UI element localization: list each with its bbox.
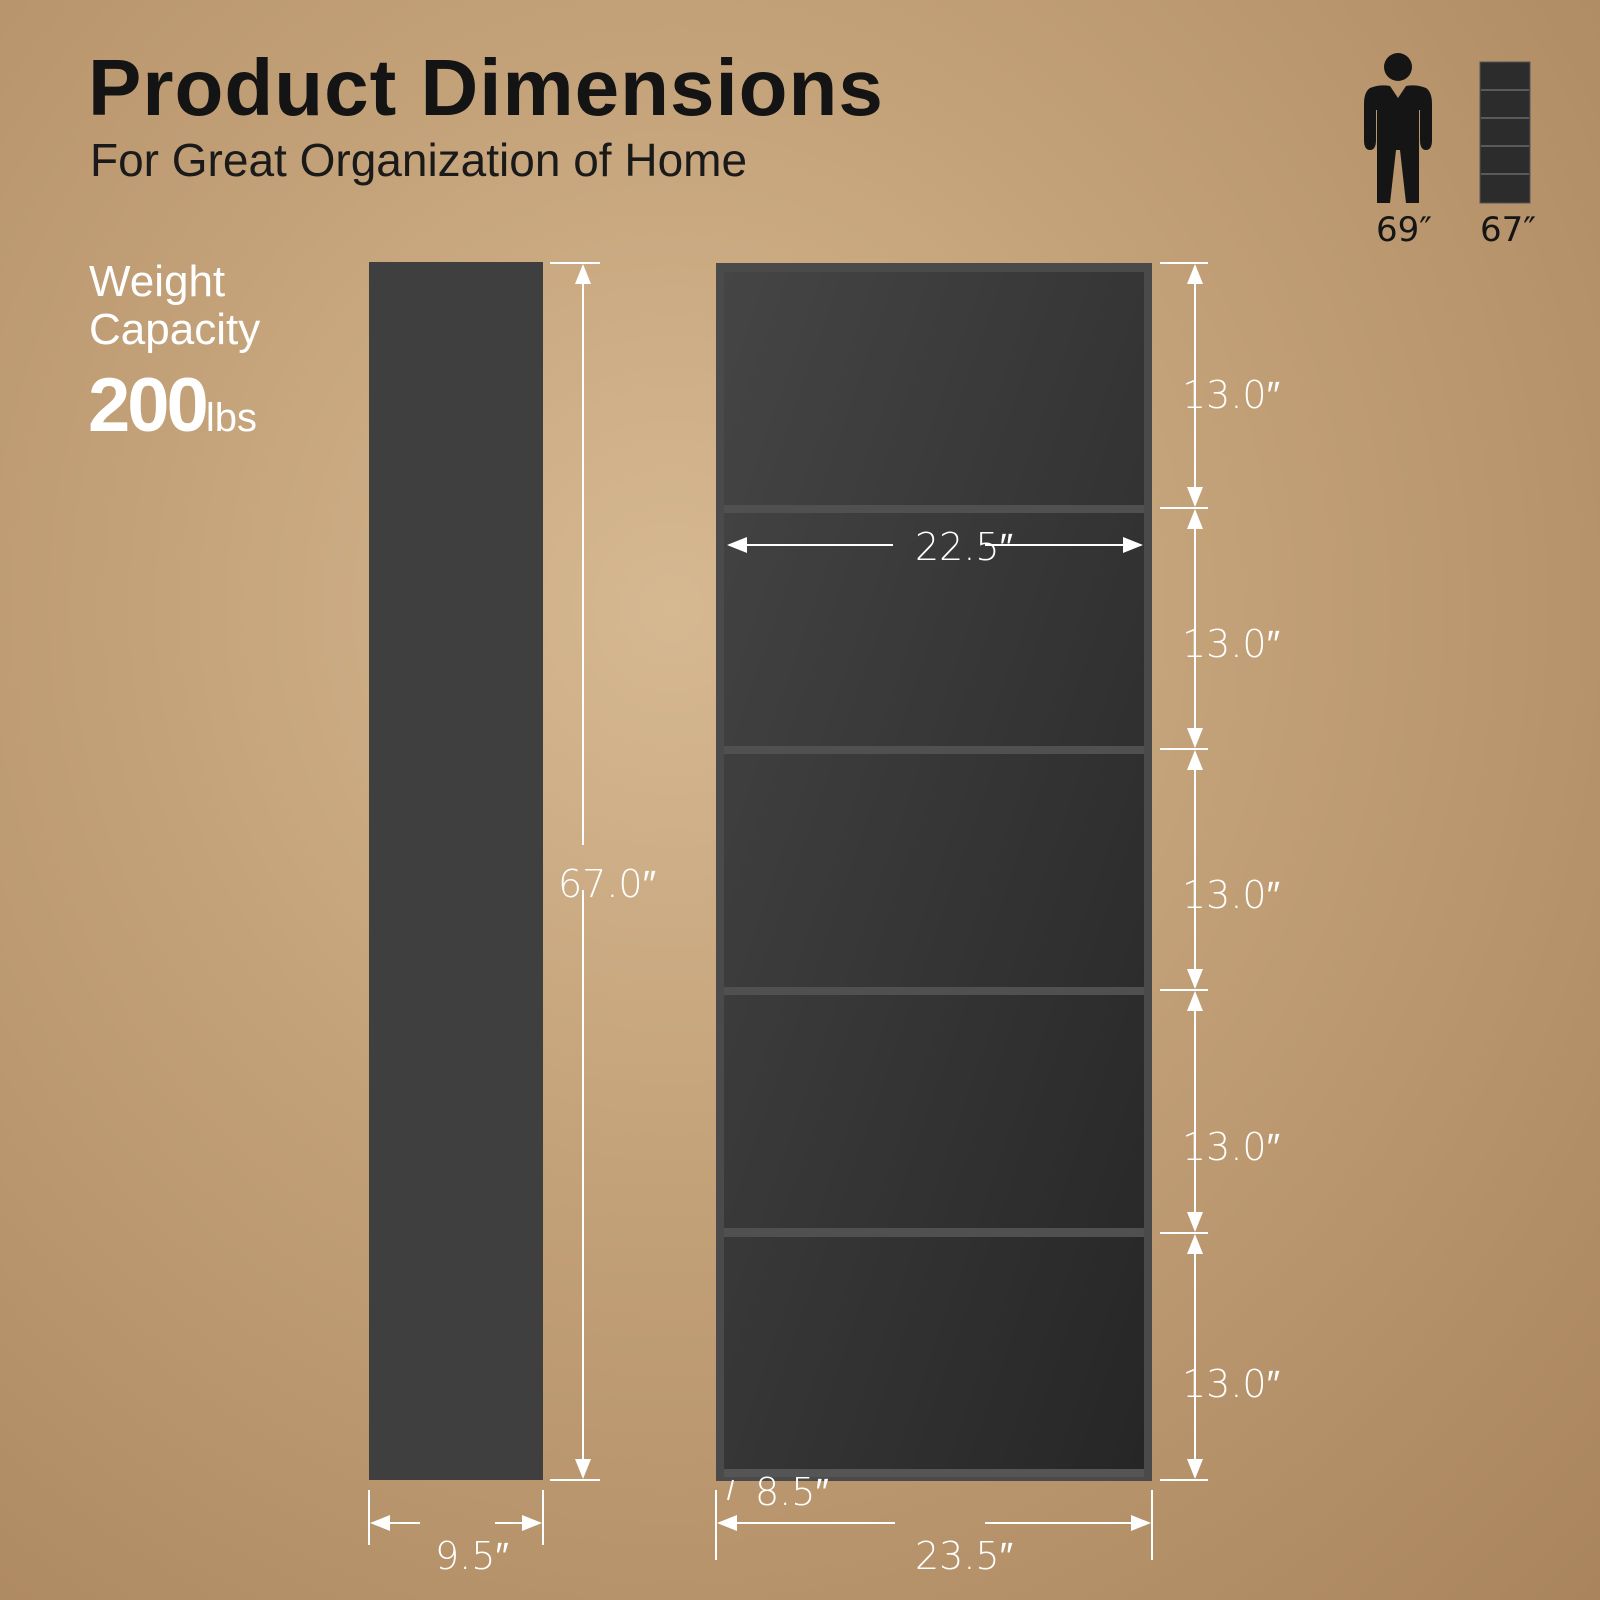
shelf-height-label: 13.0″ [1182,622,1281,666]
shelf-height-label: 13.0″ [1182,1362,1281,1406]
shelf-height-label: 13.0″ [1182,1125,1281,1169]
bookcase-height-label: 67″ [1480,210,1536,250]
bookcase-side-view [369,262,543,1480]
outer-width-label: 23.5″ [915,1534,1014,1578]
shelf-height-label: 13.0″ [1182,373,1281,417]
weight-label-line1: Weight [89,257,226,306]
bookcase-front-view [716,263,1152,1481]
inner-width-label: 22.5″ [915,525,1014,569]
weight-unit: lbs [205,396,257,440]
person-height-label: 69″ [1376,210,1432,250]
depth-label: 9.5″ [435,1534,509,1578]
weight-number: 200 [88,363,209,448]
person-icon [1364,53,1432,203]
total-height-label: 67.0″ [558,862,657,906]
shelf-depth-label: 8.5″ [755,1470,829,1514]
bookcase-icon [1479,61,1531,204]
shelf-height-label: 13.0″ [1182,873,1281,917]
weight-capacity-value: 200lbs [88,362,257,449]
page-subtitle: For Great Organization of Home [90,134,748,186]
dimension-lines [368,262,1208,1560]
weight-label-line2: Capacity [89,305,261,354]
page-title: Product Dimensions [88,43,884,132]
